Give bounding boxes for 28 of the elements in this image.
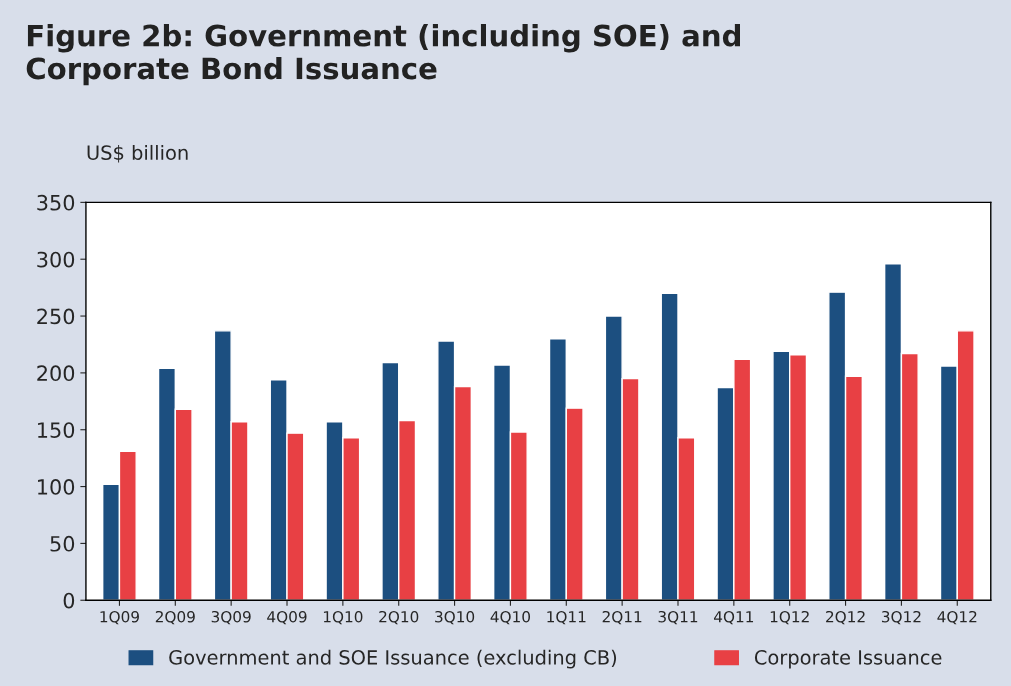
y-tick-label: 350 [37, 194, 75, 211]
x-tick-label: 1Q10 [323, 610, 363, 625]
x-tick-label: 4Q10 [490, 610, 531, 625]
x-tick-label: 1Q12 [770, 610, 809, 625]
x-tick-label: 2Q09 [155, 610, 195, 625]
y-tick-label: 200 [37, 365, 75, 382]
chart-title: Figure 2b: Government (including SOE) and Corporate Bond Issuance [26, 24, 740, 86]
x-tick-label: 1Q09 [100, 610, 139, 625]
x-tick-label: 3Q10 [435, 610, 475, 625]
x-tick-label: 2Q10 [379, 610, 419, 625]
x-tick-label: 4Q12 [937, 610, 977, 625]
y-tick-label: 150 [38, 422, 75, 438]
y-tick-label: 300 [37, 251, 75, 268]
x-tick-label: 4Q09 [267, 610, 307, 625]
x-tick-label: 1Q11 [547, 610, 586, 625]
x-tick-label: 2Q12 [826, 610, 865, 625]
x-tick-label: 3Q12 [881, 610, 921, 625]
y-tick-label: 0 [63, 592, 75, 609]
y-tick-label: 250 [37, 308, 75, 325]
x-tick-label: 3Q11 [658, 610, 698, 625]
y-axis-title: US$ billion [87, 144, 188, 163]
legend-label: Government and SOE Issuance (excluding CB) [169, 649, 617, 669]
x-tick-label: 2Q11 [602, 610, 642, 625]
y-tick-label: 100 [38, 479, 75, 495]
legend-label: Corporate Issuance [754, 650, 942, 669]
x-tick-label: 4Q11 [714, 610, 754, 625]
y-tick-label: 50 [50, 535, 75, 552]
x-tick-label: 3Q09 [211, 610, 251, 625]
